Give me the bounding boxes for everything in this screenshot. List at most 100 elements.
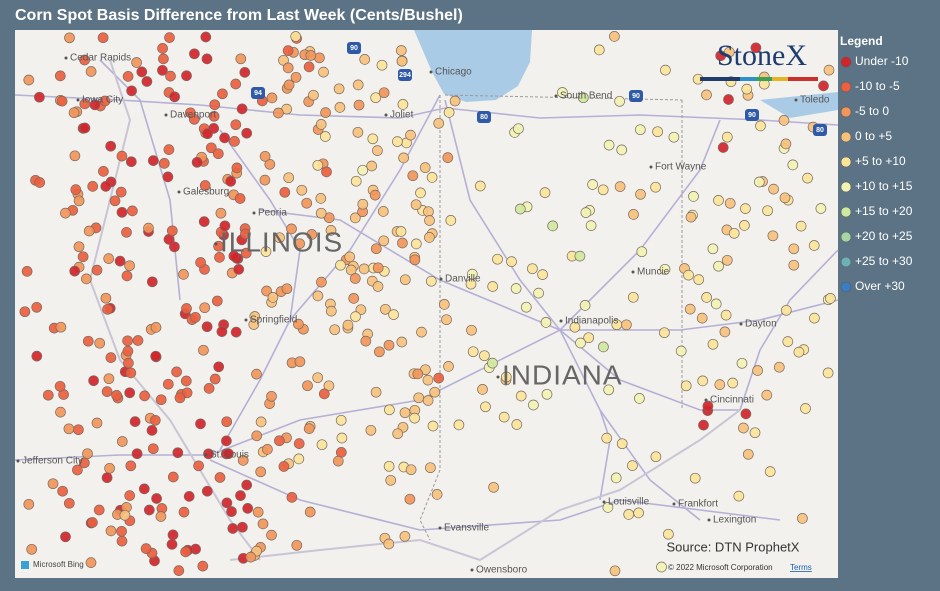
data-point — [97, 32, 109, 44]
data-point — [752, 365, 763, 376]
data-point — [266, 390, 277, 402]
data-point — [741, 83, 753, 95]
data-point — [150, 322, 162, 333]
data-point — [488, 481, 499, 493]
data-point — [229, 136, 240, 147]
city-label: Indianapolis — [565, 316, 618, 327]
lake-michigan — [414, 30, 532, 102]
data-point — [348, 293, 360, 304]
data-point — [312, 372, 324, 384]
data-point — [281, 283, 293, 295]
data-point — [47, 478, 59, 490]
data-point — [162, 378, 174, 390]
data-point — [635, 188, 646, 200]
data-point — [94, 337, 106, 349]
data-point — [378, 235, 390, 247]
city-label: Cedar Rapids — [70, 53, 131, 64]
data-point — [291, 539, 303, 551]
data-point — [577, 92, 589, 104]
data-point — [212, 148, 224, 160]
data-point — [283, 172, 295, 184]
data-point — [290, 31, 302, 42]
data-point — [345, 264, 357, 276]
data-point — [480, 401, 491, 413]
data-point — [423, 206, 434, 218]
data-point — [325, 305, 337, 317]
data-point — [714, 379, 726, 390]
data-point — [116, 525, 127, 537]
data-point — [116, 150, 128, 162]
data-point — [598, 341, 609, 353]
data-point — [603, 139, 615, 151]
data-point — [303, 61, 315, 73]
data-point — [286, 223, 297, 235]
data-point — [334, 102, 346, 113]
data-point — [383, 538, 395, 550]
data-point — [659, 263, 671, 275]
data-point — [397, 99, 409, 110]
data-point — [395, 226, 407, 237]
data-point — [623, 509, 635, 520]
data-point — [370, 386, 382, 398]
rivers — [88, 59, 741, 562]
data-point — [422, 374, 434, 386]
data-point — [506, 256, 517, 267]
data-point — [650, 181, 661, 193]
data-point — [621, 319, 632, 331]
city-marker — [64, 56, 68, 60]
data-point — [349, 212, 361, 224]
data-point — [185, 107, 196, 119]
highway-shield — [629, 90, 643, 102]
data-point — [178, 506, 190, 518]
legend-label: +20 to +25 — [855, 229, 913, 243]
data-point — [710, 298, 722, 310]
city-marker — [429, 70, 433, 74]
highway-shield — [347, 42, 361, 54]
data-point — [190, 311, 201, 323]
data-point — [304, 506, 316, 518]
data-point — [240, 228, 251, 240]
data-point — [433, 372, 445, 384]
data-point — [587, 179, 598, 190]
data-point — [105, 352, 117, 363]
data-point — [211, 295, 223, 307]
map-labels: Cedar Rapids Iowa City Davenport Chicago Jol… — [16, 42, 830, 576]
data-point — [151, 493, 162, 504]
data-point — [410, 199, 422, 211]
data-point — [399, 274, 411, 286]
data-point — [146, 276, 158, 288]
data-point — [82, 335, 94, 347]
data-point — [487, 281, 499, 292]
data-point — [57, 485, 68, 497]
data-point — [223, 448, 234, 460]
data-point — [611, 319, 623, 331]
data-point — [329, 324, 341, 336]
data-point — [425, 462, 436, 474]
data-point — [610, 472, 622, 484]
data-point — [230, 119, 242, 131]
city-label: Galesburg — [183, 187, 229, 198]
data-point — [241, 127, 253, 139]
data-point — [273, 107, 284, 119]
data-point — [215, 207, 227, 219]
city-label: Iowa City — [82, 95, 123, 106]
data-point — [325, 225, 337, 236]
logo-bar — [700, 77, 818, 81]
data-point — [360, 335, 372, 347]
data-point — [228, 250, 240, 262]
data-point — [675, 345, 687, 357]
data-point — [698, 419, 709, 431]
data-point — [511, 419, 523, 430]
data-point — [378, 87, 390, 99]
data-point — [73, 195, 85, 207]
data-point — [383, 460, 395, 472]
terms-link[interactable]: Terms — [790, 563, 812, 572]
legend-swatch — [840, 231, 852, 243]
data-point — [55, 321, 67, 333]
data-point — [312, 290, 324, 302]
city-marker — [177, 190, 181, 194]
data-point — [335, 259, 346, 271]
legend-label: +10 to +15 — [855, 179, 913, 193]
data-point — [574, 250, 586, 262]
legend-label: Under -10 — [855, 54, 909, 68]
